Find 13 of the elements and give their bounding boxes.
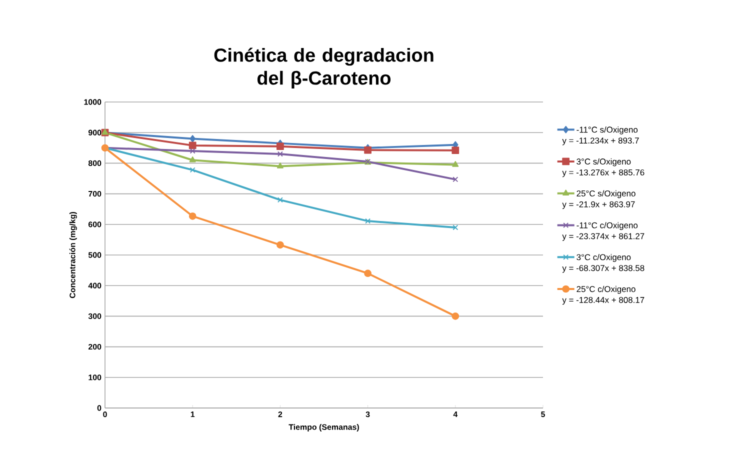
legend-label: 25°C c/Oxigeno bbox=[576, 286, 636, 294]
text: y = -128.44x + 808.17 bbox=[562, 296, 644, 305]
legend-label: 25°C s/Oxigeno bbox=[576, 190, 636, 198]
text: y = -13.276x + 885.76 bbox=[562, 169, 644, 178]
legend-label: 3°C s/Oxigeno bbox=[576, 158, 631, 166]
legend-label: -11°C s/Oxigeno bbox=[576, 126, 638, 134]
text: y = -68.307x + 838.58 bbox=[562, 265, 644, 273]
text: y = -23.374x + 861.27 bbox=[562, 233, 644, 241]
legend-label: 3°C c/Oxigeno bbox=[576, 254, 631, 262]
legend-label: -11°C c/Oxigeno bbox=[576, 222, 638, 230]
text: y = -11.234x + 893.7 bbox=[562, 138, 639, 146]
text: y = -21.9x + 863.97 bbox=[562, 201, 635, 209]
chart-title: Cinética de degradacion del β-Caroteno bbox=[214, 48, 434, 89]
